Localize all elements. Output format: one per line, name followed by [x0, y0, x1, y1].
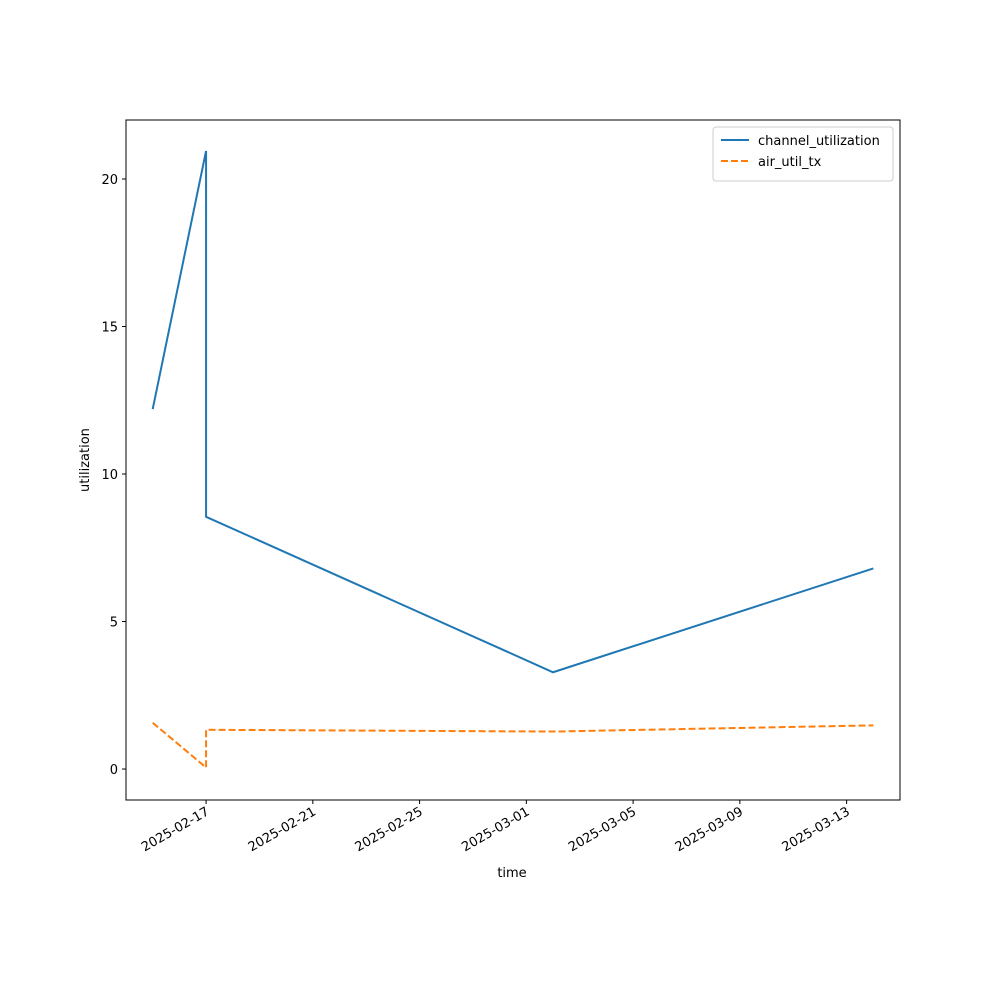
- y-tick-label: 0: [110, 763, 118, 778]
- legend: channel_utilization air_util_tx: [712, 126, 894, 182]
- series-line: [151, 150, 874, 674]
- x-tick-label: 2025-03-13: [780, 804, 853, 855]
- y-tick-label: 15: [101, 321, 118, 336]
- y-axis-label: utilization: [78, 428, 93, 492]
- x-tick-label: 2025-02-21: [246, 804, 319, 855]
- legend-label: air_util_tx: [758, 155, 822, 170]
- series-line: [152, 721, 874, 770]
- legend-box: [712, 126, 894, 182]
- x-tick-label: 2025-03-05: [566, 804, 639, 855]
- plot-frame: [125, 119, 901, 801]
- legend-label: channel_utilization: [758, 134, 880, 149]
- x-tick-label: 2025-03-09: [673, 804, 746, 855]
- y-tick-label: 20: [101, 173, 118, 188]
- x-axis-label: time: [497, 866, 526, 881]
- y-tick-label: 10: [101, 468, 118, 483]
- y-tick-label: 5: [110, 616, 118, 631]
- x-tick-label: 2025-02-25: [353, 804, 426, 855]
- x-tick-label: 2025-03-01: [459, 804, 532, 855]
- x-tick-label: 2025-02-17: [139, 804, 212, 855]
